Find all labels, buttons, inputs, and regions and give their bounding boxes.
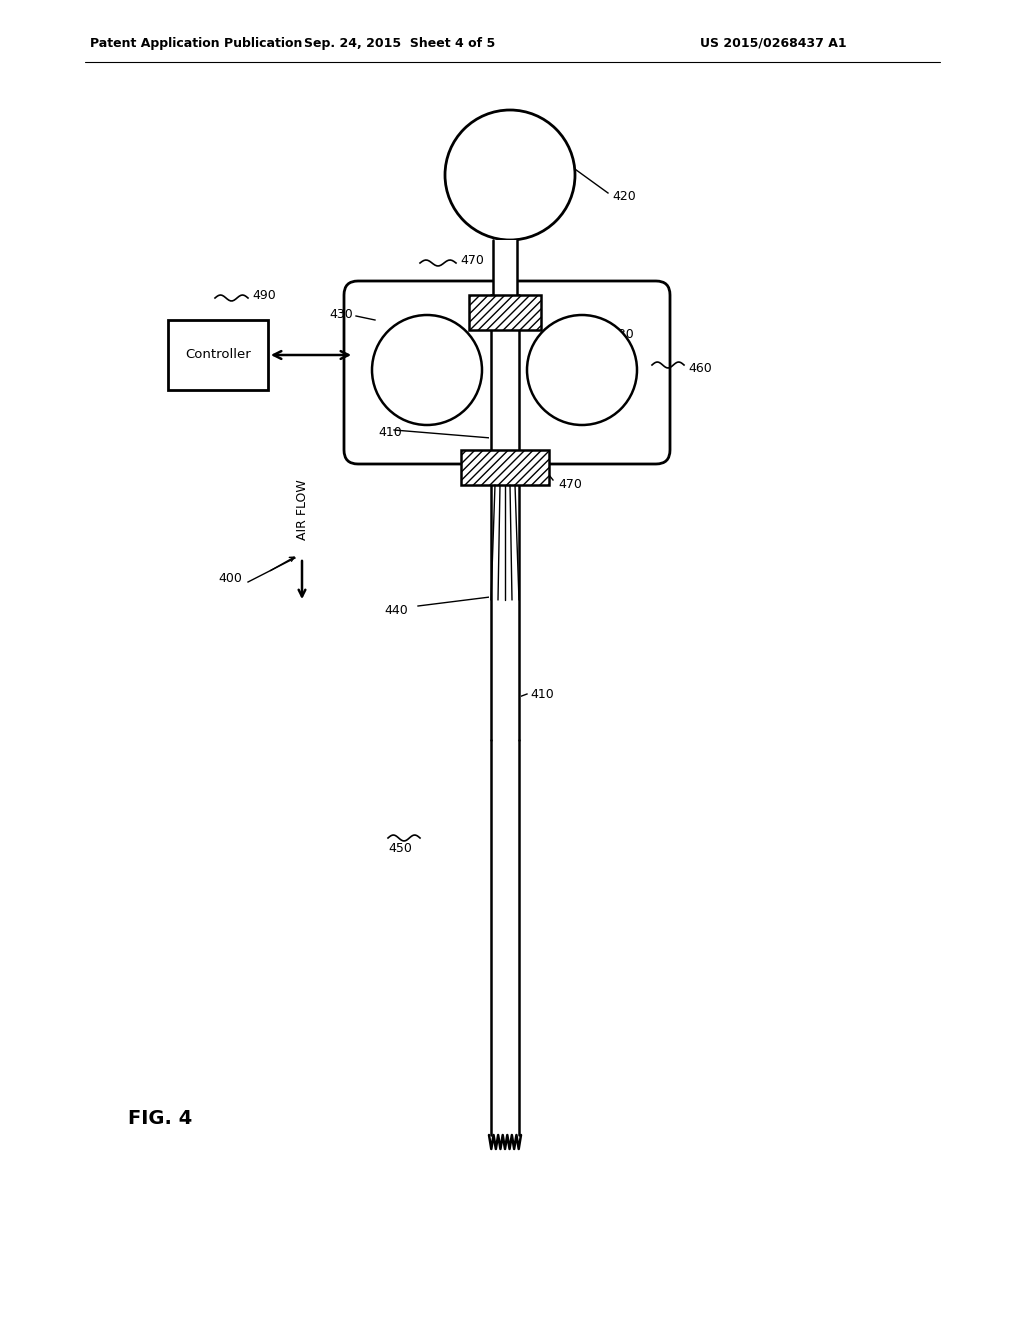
Text: 440: 440 — [384, 603, 408, 616]
Text: 470: 470 — [460, 253, 484, 267]
Text: 400: 400 — [218, 572, 242, 585]
Text: Controller: Controller — [185, 348, 251, 362]
Text: Patent Application Publication: Patent Application Publication — [90, 37, 302, 50]
Text: Sep. 24, 2015  Sheet 4 of 5: Sep. 24, 2015 Sheet 4 of 5 — [304, 37, 496, 50]
Text: 450: 450 — [388, 842, 412, 855]
Text: 490: 490 — [252, 289, 275, 302]
Text: 430: 430 — [330, 309, 353, 322]
Text: 430: 430 — [610, 329, 634, 342]
Circle shape — [445, 110, 575, 240]
Circle shape — [372, 315, 482, 425]
Circle shape — [527, 315, 637, 425]
Text: 470: 470 — [558, 478, 582, 491]
Text: US 2015/0268437 A1: US 2015/0268437 A1 — [700, 37, 847, 50]
Text: 410: 410 — [530, 688, 554, 701]
Bar — [493, 240, 517, 294]
Bar — [489, 293, 521, 451]
Bar — [489, 484, 521, 741]
Text: AIR FLOW: AIR FLOW — [296, 479, 308, 540]
FancyBboxPatch shape — [344, 281, 670, 465]
Bar — [461, 450, 549, 484]
Bar — [168, 319, 268, 389]
Bar — [489, 741, 521, 1135]
Text: 410: 410 — [378, 426, 401, 440]
Text: FIG. 4: FIG. 4 — [128, 1109, 193, 1129]
Bar — [469, 294, 541, 330]
Bar — [490, 294, 519, 330]
Text: 460: 460 — [688, 362, 712, 375]
Text: 420: 420 — [612, 190, 636, 203]
